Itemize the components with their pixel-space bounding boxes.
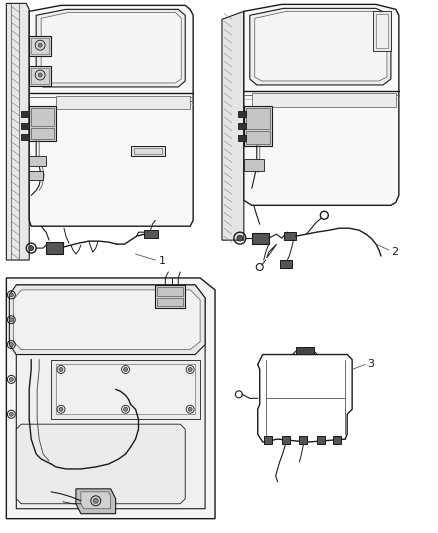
- Polygon shape: [145, 230, 159, 238]
- Bar: [238, 111, 246, 117]
- Polygon shape: [56, 96, 190, 109]
- Polygon shape: [29, 106, 56, 141]
- Polygon shape: [81, 492, 111, 508]
- Polygon shape: [13, 290, 200, 350]
- Polygon shape: [7, 3, 29, 260]
- Polygon shape: [157, 298, 183, 306]
- Circle shape: [38, 73, 42, 77]
- Polygon shape: [373, 11, 391, 51]
- Circle shape: [9, 343, 13, 346]
- Bar: [21, 123, 29, 129]
- Circle shape: [188, 407, 192, 411]
- Polygon shape: [29, 36, 51, 56]
- Polygon shape: [244, 158, 264, 171]
- Polygon shape: [7, 278, 215, 519]
- Circle shape: [188, 367, 192, 372]
- Circle shape: [29, 246, 34, 251]
- Circle shape: [9, 318, 13, 322]
- Polygon shape: [131, 146, 165, 156]
- Circle shape: [124, 407, 127, 411]
- Polygon shape: [282, 436, 290, 444]
- Ellipse shape: [159, 372, 172, 377]
- Polygon shape: [252, 93, 396, 107]
- Text: 2: 2: [391, 247, 398, 257]
- Bar: [238, 123, 246, 129]
- Polygon shape: [51, 360, 200, 419]
- Bar: [21, 134, 29, 140]
- Polygon shape: [244, 4, 399, 205]
- Polygon shape: [29, 171, 43, 181]
- Circle shape: [59, 407, 63, 411]
- Circle shape: [38, 43, 42, 47]
- Circle shape: [93, 498, 98, 503]
- Circle shape: [237, 235, 243, 241]
- Polygon shape: [300, 436, 307, 444]
- Polygon shape: [76, 489, 116, 514]
- Bar: [21, 111, 29, 117]
- Polygon shape: [246, 131, 270, 144]
- Polygon shape: [157, 287, 183, 296]
- Polygon shape: [9, 285, 205, 354]
- Polygon shape: [46, 242, 63, 254]
- Circle shape: [9, 412, 13, 416]
- Polygon shape: [16, 424, 185, 504]
- Polygon shape: [376, 14, 388, 48]
- Polygon shape: [244, 106, 272, 146]
- Polygon shape: [318, 436, 325, 444]
- Polygon shape: [222, 11, 244, 240]
- Ellipse shape: [110, 385, 131, 393]
- Polygon shape: [16, 285, 205, 508]
- Polygon shape: [31, 108, 54, 126]
- Polygon shape: [29, 66, 51, 86]
- Circle shape: [9, 293, 13, 297]
- Ellipse shape: [137, 375, 155, 383]
- Circle shape: [9, 377, 13, 382]
- Text: 3: 3: [367, 359, 374, 369]
- Polygon shape: [333, 436, 341, 444]
- Ellipse shape: [76, 379, 106, 389]
- Polygon shape: [31, 128, 54, 139]
- Polygon shape: [56, 365, 195, 414]
- Polygon shape: [29, 156, 46, 166]
- Polygon shape: [246, 108, 270, 129]
- Polygon shape: [250, 9, 391, 85]
- Polygon shape: [36, 10, 185, 87]
- Polygon shape: [252, 233, 268, 244]
- Polygon shape: [264, 436, 272, 444]
- Polygon shape: [279, 260, 292, 268]
- Bar: [238, 135, 246, 141]
- Text: 1: 1: [159, 256, 166, 266]
- Polygon shape: [41, 12, 181, 83]
- Polygon shape: [255, 11, 387, 81]
- Polygon shape: [155, 285, 185, 308]
- Polygon shape: [29, 5, 193, 226]
- Polygon shape: [283, 232, 296, 240]
- Circle shape: [59, 367, 63, 372]
- Circle shape: [124, 367, 127, 372]
- Polygon shape: [296, 346, 314, 353]
